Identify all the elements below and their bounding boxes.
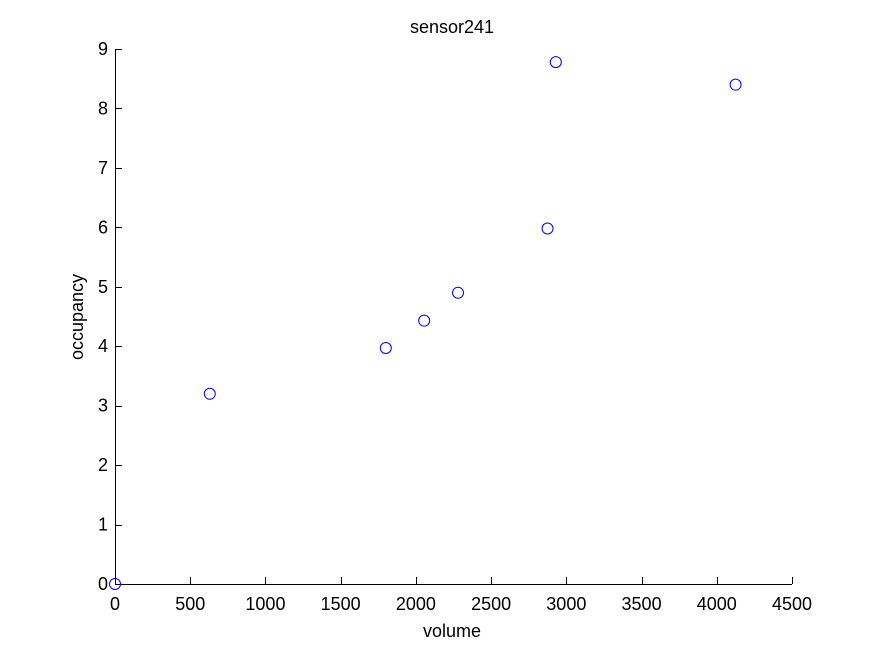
y-tick-label: 2: [98, 455, 108, 475]
x-tick-label: 4500: [772, 594, 812, 614]
x-tick-label: 3000: [546, 594, 586, 614]
x-tick-label: 1000: [245, 594, 285, 614]
data-point: [541, 222, 554, 235]
y-tick-label: 3: [98, 396, 108, 416]
x-tick-label: 500: [175, 594, 205, 614]
y-tick-label: 0: [98, 574, 108, 594]
data-point: [418, 314, 431, 327]
data-point: [452, 286, 465, 299]
y-tick-label: 9: [98, 39, 108, 59]
y-axis-title: occupancy: [67, 274, 87, 360]
y-tick-label: 7: [98, 158, 108, 178]
axes: [115, 49, 792, 585]
x-tick-label: 2500: [471, 594, 511, 614]
x-tick-label: 2000: [396, 594, 436, 614]
y-tick-label: 4: [98, 336, 108, 356]
x-tick-label: 0: [110, 594, 120, 614]
x-tick-label: 4000: [697, 594, 737, 614]
data-points: [109, 56, 742, 590]
data-point: [379, 342, 392, 355]
x-tick-label: 1500: [321, 594, 361, 614]
y-tick-label: 8: [98, 98, 108, 118]
data-point: [729, 78, 742, 91]
y-tick-label: 5: [98, 277, 108, 297]
x-axis-title: volume: [423, 621, 481, 641]
y-tick-label: 6: [98, 217, 108, 237]
y-tick-label: 1: [98, 515, 108, 535]
chart-title: sensor241: [410, 17, 494, 37]
data-point: [549, 56, 562, 69]
data-point: [203, 387, 216, 400]
x-tick-label: 3500: [622, 594, 662, 614]
ticks: 0 500 1000 1500 2000 2500 3000 3500 4000 4500 0 1 2 3…: [98, 39, 812, 614]
data-point: [109, 578, 121, 590]
